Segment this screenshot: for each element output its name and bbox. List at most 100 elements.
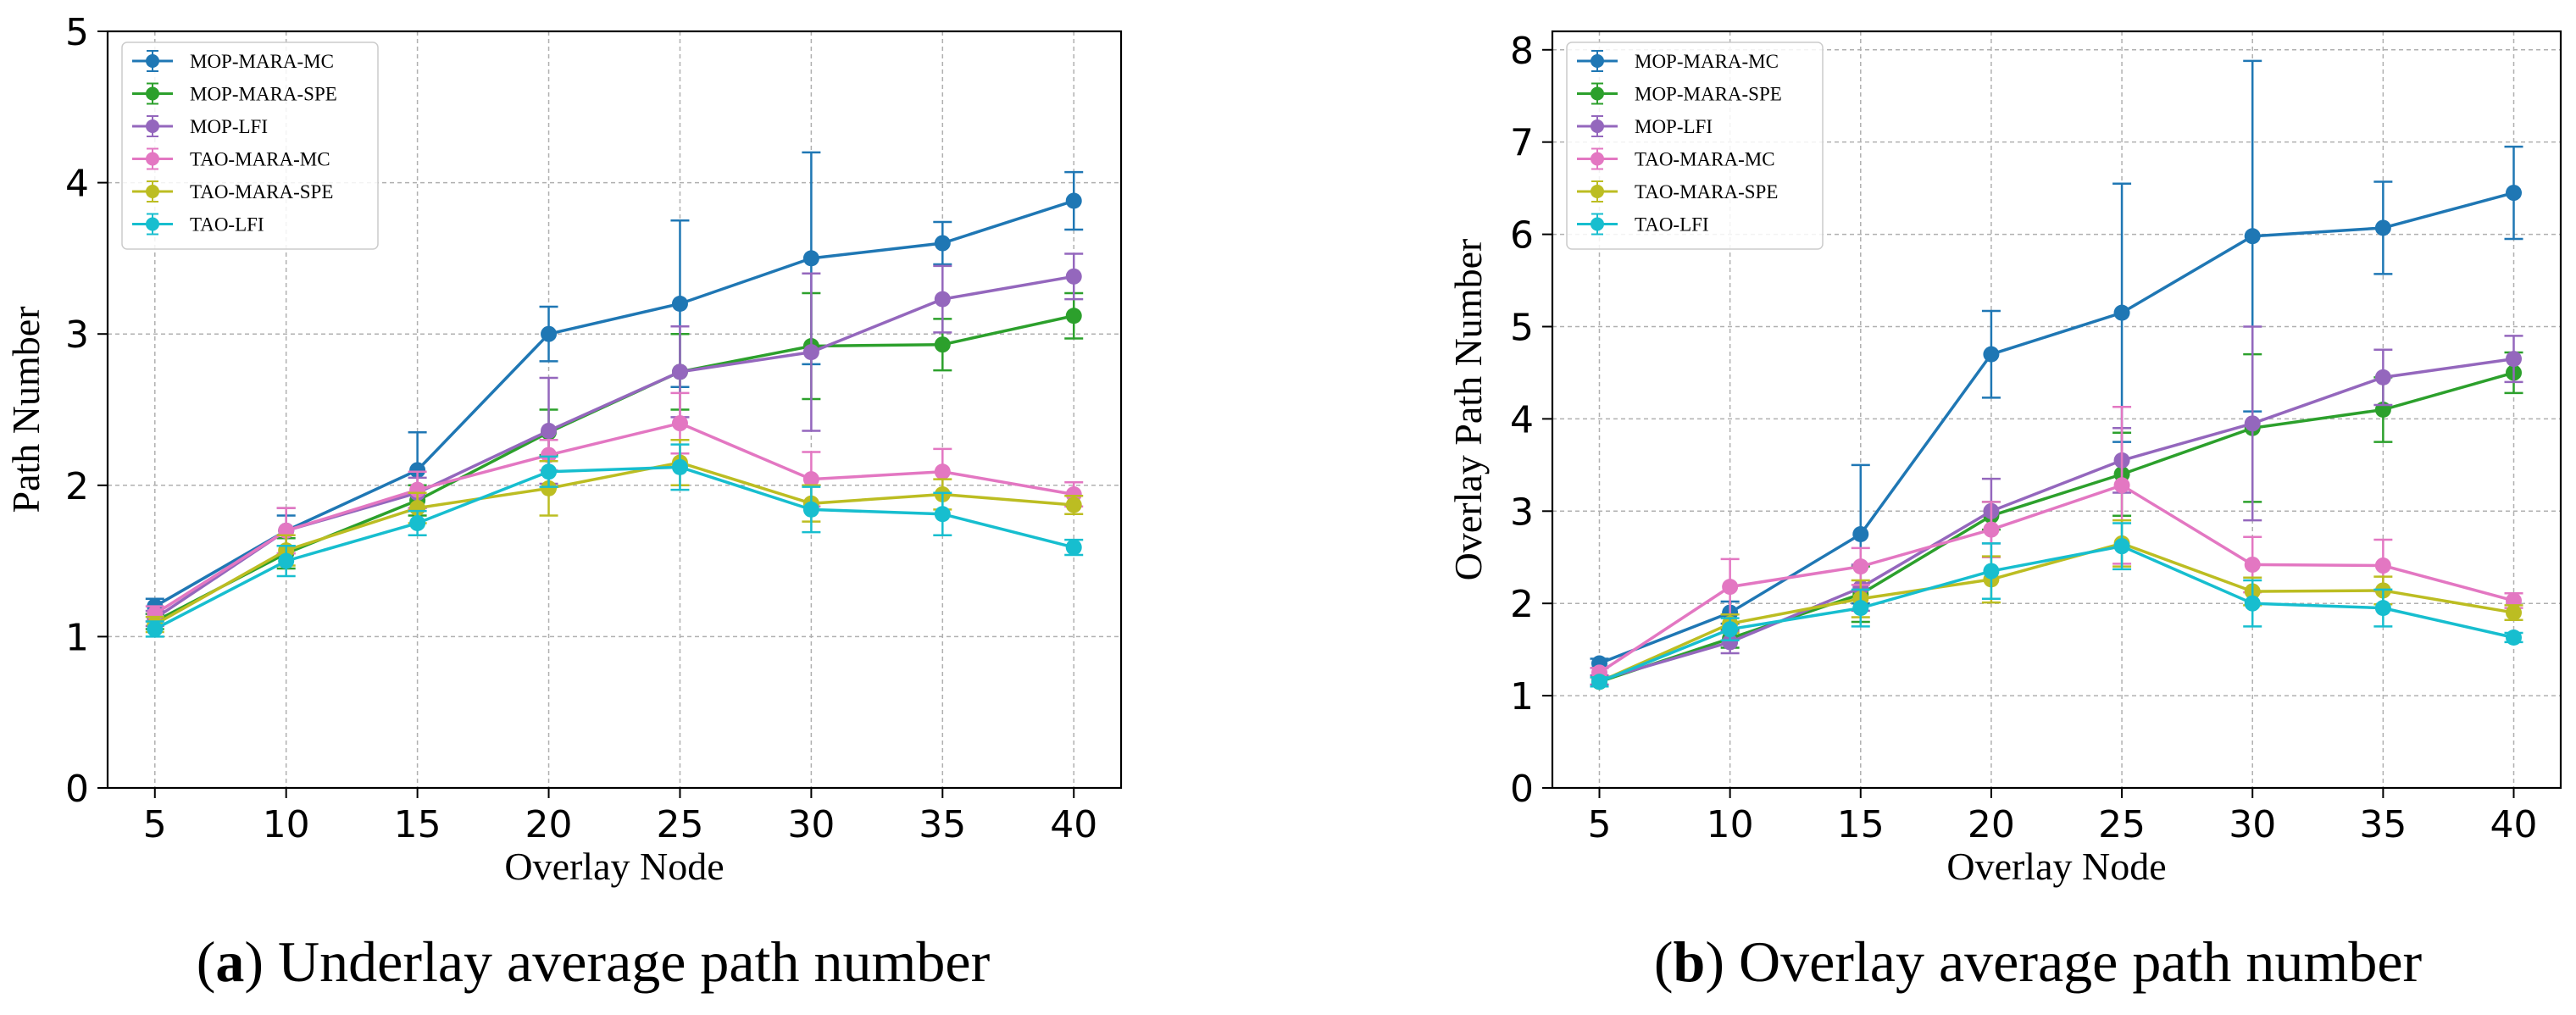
data-point [2374, 557, 2391, 574]
legend-label: TAO-MARA-SPE [190, 181, 333, 202]
panel-caption: (a) Underlay average path number [197, 929, 991, 994]
legend-entry: MOP-MARA-MC [132, 50, 334, 72]
legend-marker [1591, 217, 1604, 231]
x-tick-label: 30 [2229, 803, 2276, 846]
legend-box [1566, 42, 1824, 250]
x-tick-label: 20 [1968, 803, 2015, 846]
data-point [934, 463, 951, 480]
y-tick-label: 6 [1510, 214, 1534, 258]
x-tick-label: 15 [394, 803, 441, 846]
y-tick-label: 4 [1510, 398, 1534, 441]
x-tick-label: 20 [525, 803, 573, 846]
y-tick-label: 1 [1510, 675, 1534, 718]
y-tick-label: 5 [65, 11, 89, 54]
data-point [1983, 346, 2000, 363]
data-point [1065, 539, 1082, 556]
x-tick-label: 35 [919, 803, 966, 846]
legend-label: TAO-LFI [1635, 214, 1709, 236]
data-point [2374, 600, 2391, 617]
legend-marker [1591, 54, 1604, 68]
plot-frame [106, 30, 1123, 790]
series-line [1598, 483, 2514, 674]
legend-entry: TAO-MARA-MC [1577, 147, 1775, 170]
data-point [2113, 477, 2130, 494]
series-tao-lfi [145, 443, 1084, 638]
legend-entry: TAO-MARA-SPE [132, 180, 333, 202]
legend: MOP-MARA-MC MOP-MARA-SPE MOP-LFI TAO-MARA-M… [121, 42, 379, 250]
y-tick-label: 3 [65, 313, 89, 357]
data-point [541, 423, 558, 440]
legend-label: MOP-LFI [190, 116, 268, 137]
x-tick-label: 5 [143, 803, 167, 846]
series-tao-lfi [1590, 522, 2523, 691]
data-point [541, 463, 558, 480]
data-point [934, 336, 951, 353]
legend-label: MOP-MARA-SPE [1635, 84, 1782, 105]
legend-marker [146, 119, 159, 133]
data-point [2113, 538, 2130, 555]
data-point [2506, 604, 2523, 621]
data-point [1591, 674, 1607, 691]
x-tick-label: 35 [2359, 803, 2407, 846]
y-tick-label: 1 [65, 616, 89, 659]
data-point [1722, 634, 1739, 651]
data-point [2374, 219, 2391, 236]
legend-entry: MOP-MARA-SPE [132, 82, 337, 105]
data-point [802, 471, 819, 488]
legend-marker [146, 152, 159, 166]
x-axis-label: Overlay Node [1946, 845, 2166, 888]
series-line [153, 461, 1074, 626]
x-tick-label: 10 [263, 803, 310, 846]
data-point [934, 291, 951, 308]
chart-panel-b: 5 10 15 20 25 30 35 40 0 1 2 3 4 5 6 7 8 Overlay Node Over… [1446, 30, 2562, 994]
data-point [2244, 228, 2261, 245]
data-point [1065, 268, 1082, 285]
legend-entry: MOP-MARA-SPE [1577, 82, 1782, 105]
x-axis-label: Overlay Node [504, 845, 724, 888]
chart-panel-a: 5 10 15 20 25 30 35 40 0 1 2 3 4 5 Overlay Node Path Nu… [4, 11, 1123, 994]
data-point [1722, 621, 1739, 638]
series-line [1599, 357, 2514, 682]
y-tick-label: 2 [65, 465, 89, 508]
x-tick-label: 10 [1707, 803, 1754, 846]
data-point [934, 235, 951, 252]
data-point [147, 620, 164, 637]
data-point [541, 325, 558, 342]
data-point [409, 462, 426, 479]
legend-entry: MOP-LFI [132, 115, 268, 137]
y-tick-label: 8 [1510, 30, 1534, 73]
data-point [2374, 369, 2391, 385]
series-line [153, 465, 1074, 631]
legend-marker [146, 185, 159, 198]
legend-label: MOP-LFI [1635, 116, 1713, 137]
legend-label: MOP-MARA-MC [1635, 51, 1779, 72]
y-tick-label: 7 [1510, 122, 1534, 165]
series-line [1598, 191, 2514, 665]
series-line [1598, 544, 2514, 684]
data-point [2113, 304, 2130, 321]
series-tao-mara-mc [1590, 405, 2523, 681]
legend-label: TAO-MARA-MC [190, 149, 330, 170]
data-point [671, 458, 688, 475]
legend-marker [146, 54, 159, 68]
plot-frame [1551, 30, 2562, 790]
legend-entry: MOP-MARA-MC [1577, 50, 1779, 72]
legend-marker [1591, 185, 1604, 198]
data-point [671, 295, 688, 312]
series-line [1598, 371, 2514, 684]
data-point [1065, 496, 1082, 513]
data-point [1065, 308, 1082, 324]
legend-marker [146, 217, 159, 231]
series-line [153, 275, 1074, 620]
legend-label: TAO-MARA-SPE [1635, 181, 1778, 202]
data-point [1983, 563, 2000, 580]
data-point [1065, 192, 1082, 209]
series-line [153, 421, 1074, 616]
legend-entry: TAO-LFI [132, 213, 264, 236]
data-point [541, 480, 558, 496]
y-tick-label: 3 [1510, 491, 1534, 534]
data-point [1852, 558, 1869, 575]
legend-marker [1591, 152, 1604, 166]
x-tick-label: 25 [2098, 803, 2146, 846]
